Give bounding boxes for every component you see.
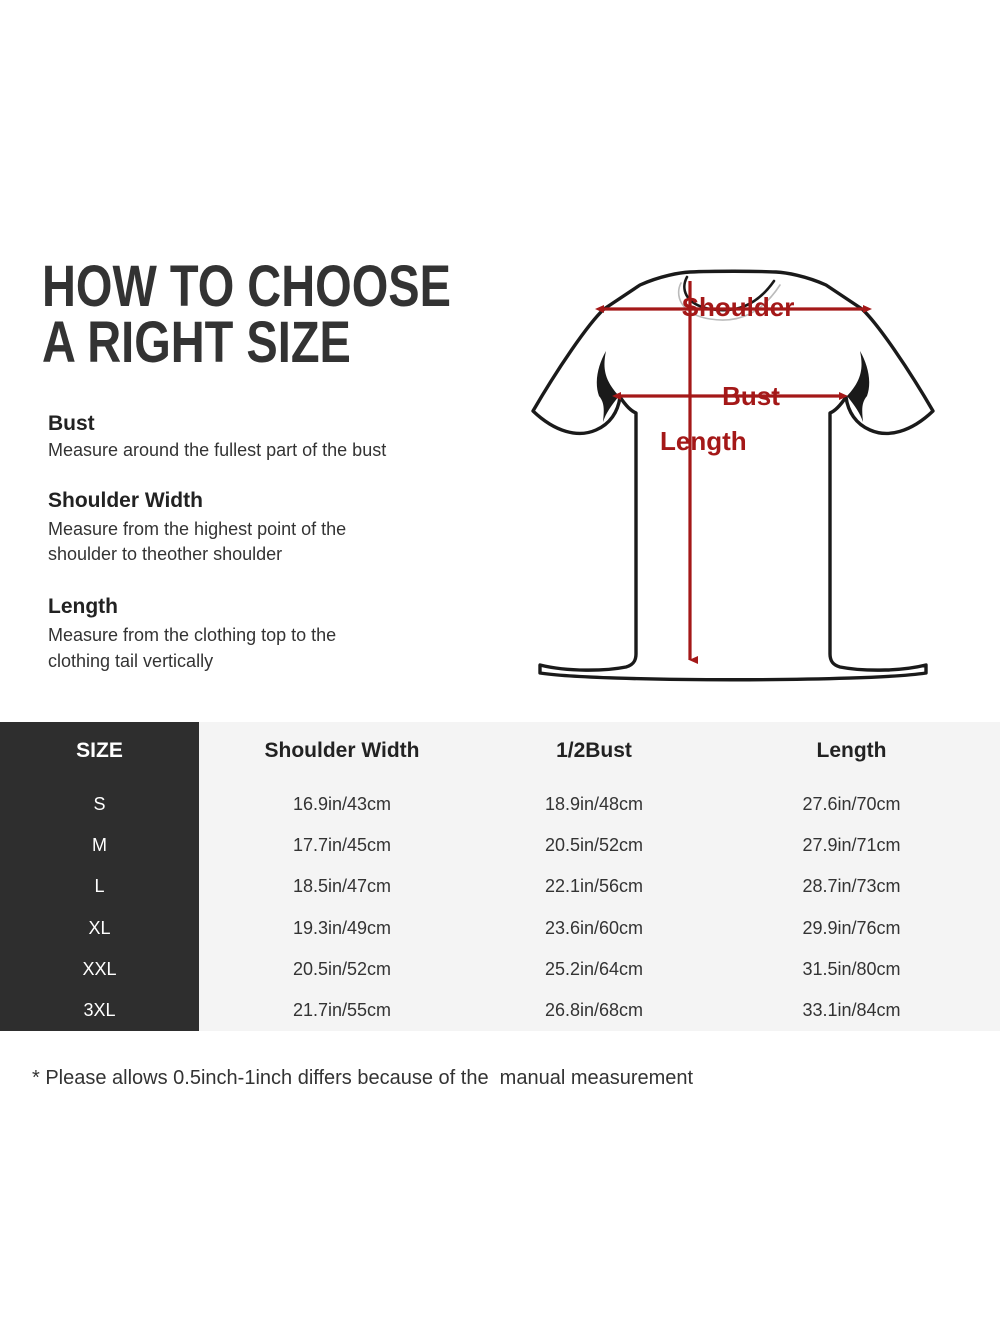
svg-text:Length: Length	[660, 426, 747, 456]
svg-text:Bust: Bust	[722, 381, 780, 411]
svg-text:Shoulder: Shoulder	[682, 292, 795, 322]
